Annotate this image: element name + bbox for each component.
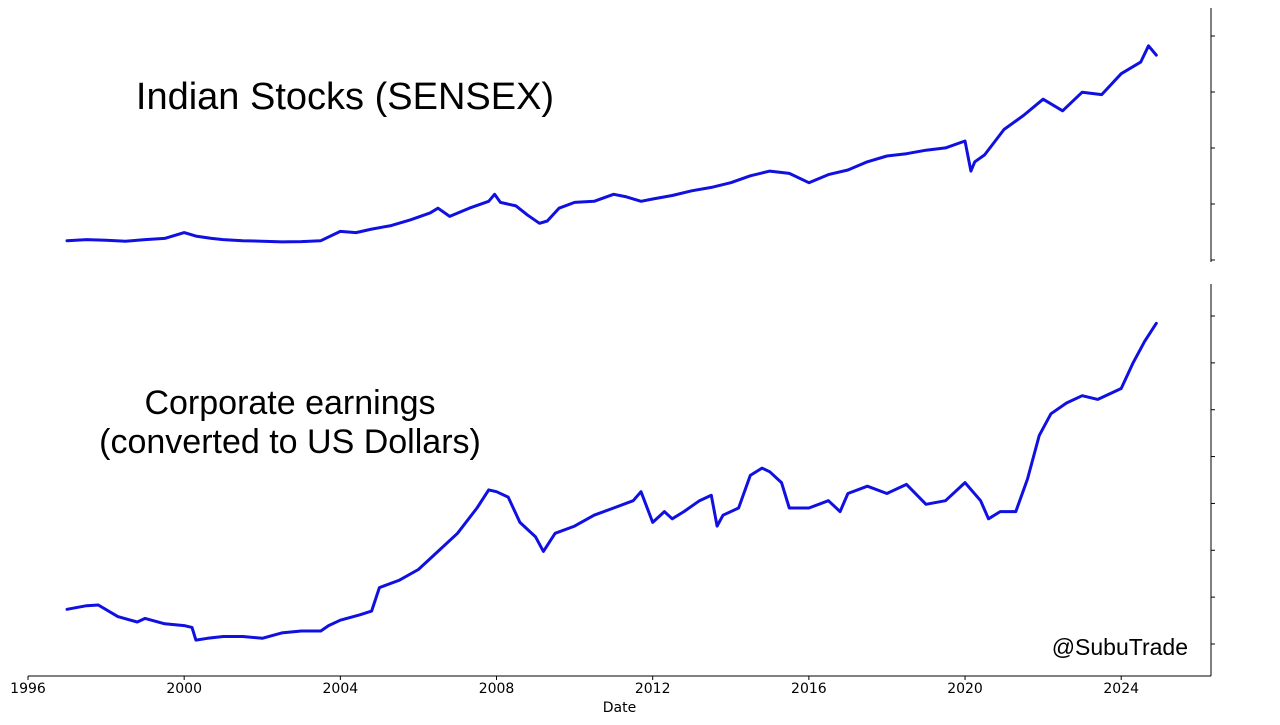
x-tick-label-4: 2012 (635, 681, 671, 697)
x-tick-label-7: 2024 (1103, 681, 1139, 697)
x-tick-label-0: 1996 (10, 681, 46, 697)
x-tick-label-2: 2004 (323, 681, 359, 697)
earnings-panel-title: Corporate earnings (converted to US Doll… (40, 384, 540, 462)
x-axis-label: Date (603, 700, 636, 716)
lines-layer (65, 44, 1158, 642)
watermark: @SubuTrade (1051, 634, 1188, 660)
x-tick-label-1: 2000 (166, 681, 202, 697)
earnings-series-line (65, 321, 1158, 642)
x-tick-label-6: 2020 (947, 681, 983, 697)
sensex-series-line (65, 44, 1158, 244)
earnings-title-line2: (converted to US Dollars) (99, 423, 481, 462)
sensex-panel-title: Indian Stocks (SENSEX) (135, 76, 555, 118)
axes-layer: 1996 2000 2004 2008 2012 2016 2020 2024 Date (10, 8, 1215, 716)
earnings-title-line1: Corporate earnings (144, 384, 436, 422)
x-tick-label-5: 2016 (791, 681, 827, 697)
x-tick-label-3: 2008 (479, 681, 515, 697)
